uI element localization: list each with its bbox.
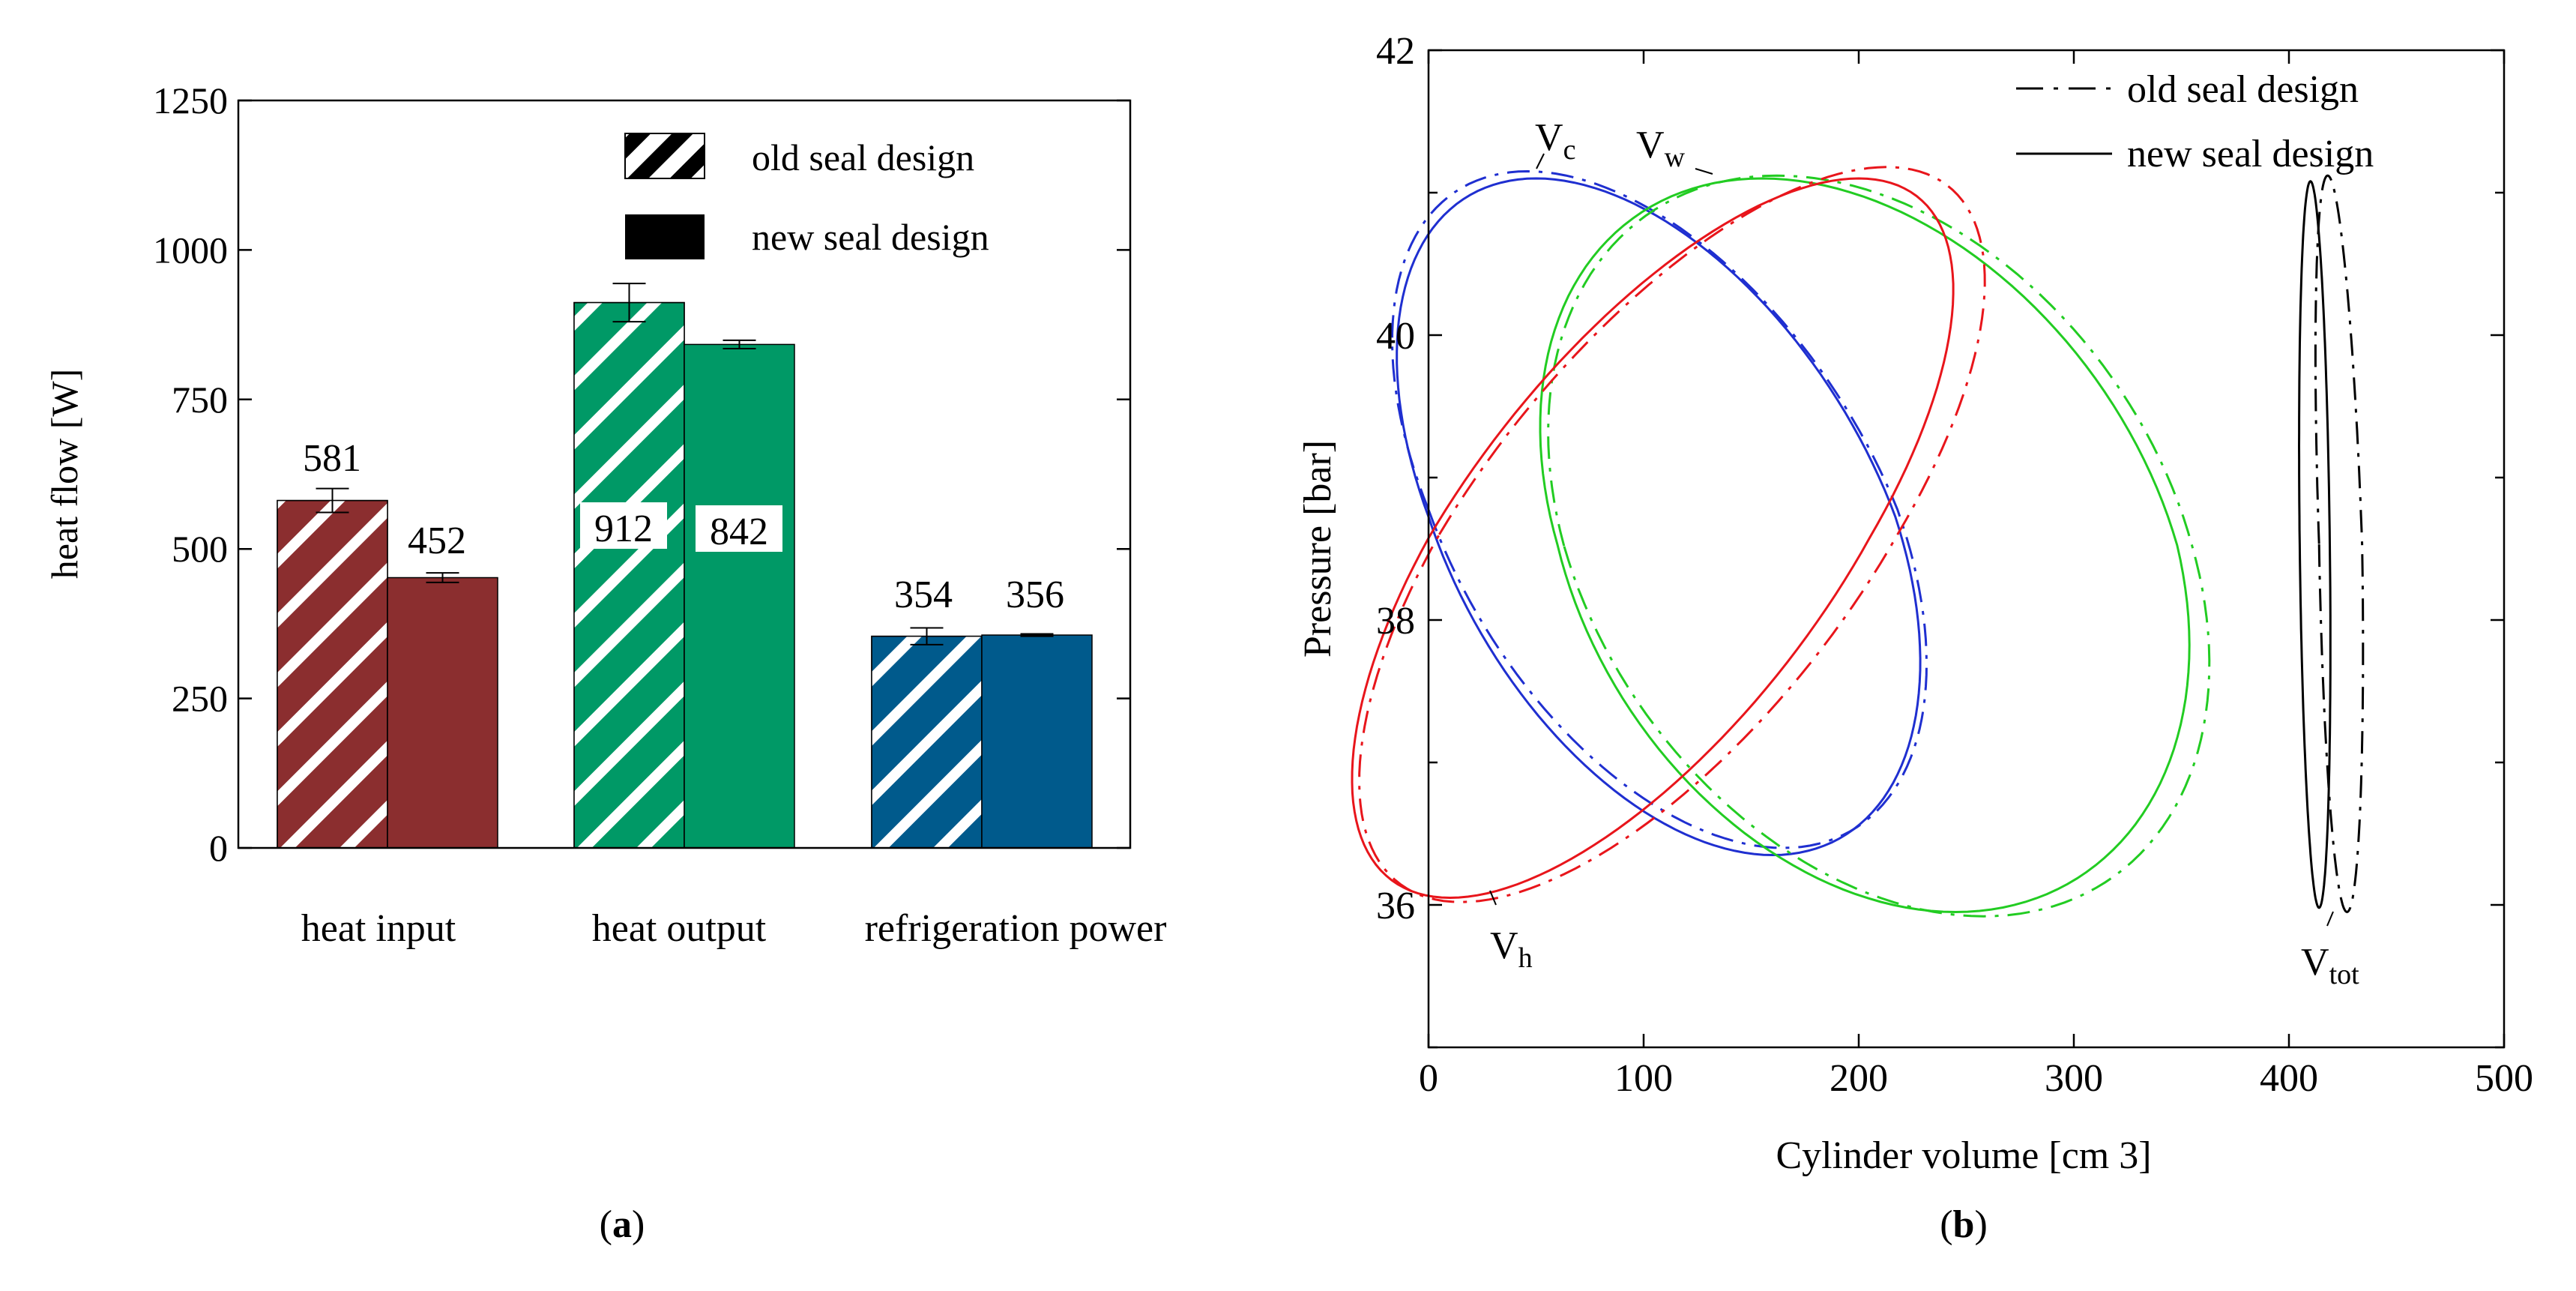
legend-item-old-seal: old seal design (624, 133, 974, 179)
bar-hatch-old-refrigeration-power (871, 635, 983, 849)
panel-caption-a: (a) (600, 1203, 645, 1246)
x-tick-label: 200 (1830, 1057, 1888, 1100)
svg-text:Vh: Vh (1490, 924, 1533, 974)
legend-label-new: new seal design (752, 216, 989, 258)
panel-caption-b: (b) (1940, 1203, 1988, 1246)
svg-text:Vw: Vw (1636, 124, 1686, 173)
annotation-vh-sub: h (1518, 942, 1533, 974)
y-tick-label: 750 (172, 379, 228, 421)
legend-hatch-swatch (624, 133, 705, 179)
data-label-box-new-heat-output (696, 505, 782, 552)
data-label-old-heat-input: 581 (303, 437, 361, 480)
y-tick-label: 1000 (153, 229, 228, 271)
y-tick-label: 38 (1376, 600, 1415, 643)
pv-x-axis-label: Cylinder volume [cm 3] (1776, 1134, 2151, 1177)
annotation-leader (1695, 168, 1713, 175)
y-tick-label: 1250 (153, 79, 228, 121)
data-label-box-old-heat-output (580, 502, 667, 549)
category-label-heat-output: heat output (592, 907, 767, 950)
pv-loop-hot-new (1351, 177, 1955, 900)
legend-item-new-seal: new seal design (625, 214, 989, 259)
bar-new-heat-output (684, 343, 795, 849)
data-label-new-heat-input: 452 (408, 520, 466, 562)
annotation-vc: Vc (1535, 116, 1575, 169)
bar-hatch-old-heat-input (277, 499, 388, 849)
svg-text:Vtot: Vtot (2301, 941, 2359, 990)
x-tick-label: 400 (2260, 1057, 2318, 1100)
annotation-leader (1536, 153, 1545, 169)
annotation-vc-sub: c (1563, 134, 1576, 166)
data-label-new-heat-output: 842 (710, 511, 768, 553)
pv-loop-total-new (2297, 180, 2332, 909)
annotation-vh: Vh (1489, 890, 1533, 974)
annotation-vh-base: V (1490, 924, 1518, 967)
annotation-vw-sub: w (1665, 142, 1686, 173)
pv-loop-cold-new (1396, 177, 1922, 857)
legend-label-old: old seal design (752, 136, 974, 178)
x-tick-label: 300 (2045, 1057, 2103, 1100)
bar-chart-panel: 0 250 500 750 1000 1250 heat flow [W] old sea… (43, 79, 1166, 1246)
bar-new-refrigeration-power (981, 634, 1093, 849)
annotation-vc-base: V (1535, 116, 1563, 159)
annotation-vtot-base: V (2301, 941, 2329, 984)
x-tick-label: 500 (2475, 1057, 2533, 1100)
legend-label-old-b: old seal design (2127, 68, 2359, 111)
annotation-vw: Vw (1636, 124, 1713, 175)
data-label-old-refrigeration: 354 (894, 574, 953, 616)
legend-solid-swatch (625, 214, 705, 259)
y-tick-label: 500 (172, 528, 228, 570)
pv-legend: old seal design new seal design (2016, 68, 2374, 175)
bar-hatch-old-heat-output (573, 301, 685, 849)
data-label-new-refrigeration: 356 (1006, 574, 1064, 616)
bar-legend: old seal design new seal design (624, 133, 989, 259)
bar-plot-frame (237, 99, 1132, 849)
y-tick-label: 0 (209, 827, 228, 869)
annotation-leader (2326, 911, 2334, 927)
y-tick-label: 36 (1376, 885, 1415, 927)
annotation-vw-base: V (1636, 124, 1665, 166)
y-tick-label: 250 (172, 678, 228, 720)
category-label-refrigeration-power: refrigeration power (865, 907, 1167, 950)
y-tick-label: 40 (1376, 315, 1415, 358)
annotation-vtot: Vtot (2301, 911, 2359, 990)
pv-loop-warm-old (1547, 174, 2211, 918)
pv-loop-warm-new (1539, 177, 2191, 914)
legend-label-new-b: new seal design (2127, 133, 2374, 175)
annotation-vtot-sub: tot (2329, 959, 2360, 990)
bar-y-axis-label: heat flow [W] (43, 369, 85, 579)
svg-text:Vc: Vc (1535, 116, 1575, 166)
data-label-old-heat-output: 912 (594, 508, 653, 550)
annotation-leader (1489, 890, 1497, 906)
x-tick-label: 100 (1614, 1057, 1673, 1100)
bar-new-heat-input (387, 577, 498, 849)
pv-plot-frame (1427, 49, 2506, 1049)
pv-loop-cold-old (1390, 169, 1928, 849)
y-tick-label: 42 (1376, 30, 1415, 73)
category-label-heat-input: heat input (301, 907, 456, 950)
pv-loop-hot-old (1358, 166, 1986, 903)
x-tick-label: 0 (1419, 1057, 1438, 1100)
pv-y-axis-label: Pressure [bar] (1297, 440, 1339, 657)
